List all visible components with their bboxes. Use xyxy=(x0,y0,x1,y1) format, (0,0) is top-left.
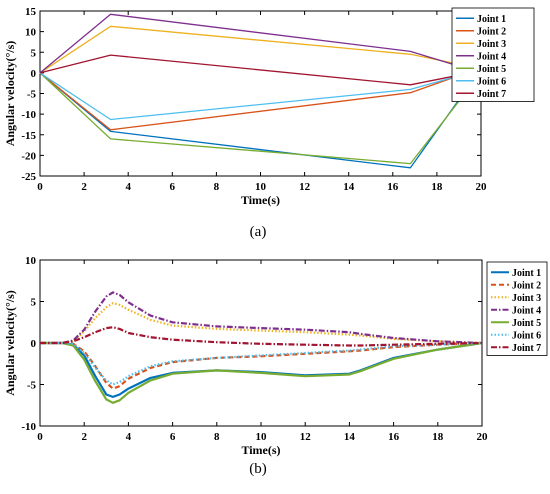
series-line-joint-2 xyxy=(40,341,483,390)
legend-label-joint-3: Joint 3 xyxy=(477,39,506,50)
legend-label-joint-7: Joint 7 xyxy=(512,343,541,354)
legend-label-joint-4: Joint 4 xyxy=(477,51,506,62)
legend-label-joint-2: Joint 2 xyxy=(477,26,506,37)
legend-label-joint-4: Joint 4 xyxy=(512,305,541,316)
x-tick-label: 10 xyxy=(256,431,268,443)
series-line-joint-7 xyxy=(39,54,482,86)
x-tick-label: 20 xyxy=(476,181,488,193)
x-tick-label: 16 xyxy=(387,181,399,193)
series-line-joint-4 xyxy=(39,13,482,74)
series-line-joint-4 xyxy=(40,291,483,345)
y-tick-label: 15 xyxy=(25,6,37,18)
x-tick-label: 2 xyxy=(81,431,87,443)
y-tick-label: -10 xyxy=(21,109,36,121)
y-tick-label: 10 xyxy=(25,255,37,267)
y-tick-label: 5 xyxy=(31,47,37,59)
x-tick-label: 14 xyxy=(343,181,355,193)
y-tick-label: 10 xyxy=(25,27,37,39)
x-tick-label: 12 xyxy=(299,181,311,193)
x-axis-label: Time(s) xyxy=(241,443,280,457)
series-line-joint-2 xyxy=(39,67,482,131)
y-tick-label: -25 xyxy=(21,171,36,183)
legend-label-joint-2: Joint 2 xyxy=(512,280,541,291)
x-tick-label: 8 xyxy=(214,431,220,443)
x-tick-label: 10 xyxy=(255,181,267,193)
x-tick-label: 4 xyxy=(125,181,131,193)
x-tick-label: 16 xyxy=(388,431,400,443)
x-tick-label: 0 xyxy=(37,181,43,193)
y-tick-label: -5 xyxy=(27,89,37,101)
x-tick-label: 2 xyxy=(81,181,87,193)
x-tick-label: 12 xyxy=(300,431,312,443)
legend-label-joint-6: Joint 6 xyxy=(477,76,506,87)
x-tick-label: 4 xyxy=(126,431,132,443)
legend-label-joint-1: Joint 1 xyxy=(512,268,541,279)
legend-label-joint-7: Joint 7 xyxy=(477,89,506,100)
x-tick-label: 18 xyxy=(432,431,444,443)
legend-label-joint-1: Joint 1 xyxy=(477,14,506,25)
y-tick-label: -10 xyxy=(21,421,36,433)
legend-label-joint-5: Joint 5 xyxy=(512,318,541,329)
series-line-joint-5 xyxy=(40,341,483,404)
series-line-joint-1 xyxy=(40,341,483,398)
y-tick-label: 0 xyxy=(31,338,37,350)
chart-b: 0 2 4 6 8 10 12 14 16 18 20-10-50510Time(s)Angular… xyxy=(3,255,548,457)
caption-b: (b) xyxy=(249,461,267,477)
legend-label-joint-5: Joint 5 xyxy=(477,64,506,75)
caption-a: (a) xyxy=(250,224,267,240)
y-tick-label: -15 xyxy=(21,130,36,142)
x-axis-label: Time(s) xyxy=(241,193,280,207)
legend-label-joint-3: Joint 3 xyxy=(512,293,541,304)
y-axis-label: Angular velocity(°/s) xyxy=(3,290,17,396)
x-tick-label: 8 xyxy=(214,181,220,193)
y-tick-label: -20 xyxy=(21,150,36,162)
series-line-joint-6 xyxy=(40,341,483,386)
y-axis-label: Angular velocity(°/s) xyxy=(3,41,17,147)
x-tick-label: 6 xyxy=(170,431,176,443)
x-tick-label: 14 xyxy=(344,431,356,443)
chart-a: 0 2 4 6 8 10 12 14 16 18 20 -25 -20 -15 -10 -5 0 5 10 15 Tim… xyxy=(3,6,535,207)
series-line-joint-7 xyxy=(40,326,483,347)
series-line-joint-6 xyxy=(39,68,482,121)
plot-frame xyxy=(39,259,483,427)
x-tick-label: 6 xyxy=(170,181,176,193)
y-tick-label: 5 xyxy=(31,297,37,309)
x-tick-label: 18 xyxy=(431,181,443,193)
y-tick-label: 0 xyxy=(31,68,37,80)
legend-label-joint-6: Joint 6 xyxy=(512,330,541,341)
x-tick-label: 0 xyxy=(37,431,43,443)
series-line-joint-3 xyxy=(40,302,483,345)
series-line-joint-5 xyxy=(39,72,482,165)
y-tick-label: -5 xyxy=(27,380,37,392)
legend-box xyxy=(451,7,535,102)
x-tick-label: 20 xyxy=(477,431,489,443)
